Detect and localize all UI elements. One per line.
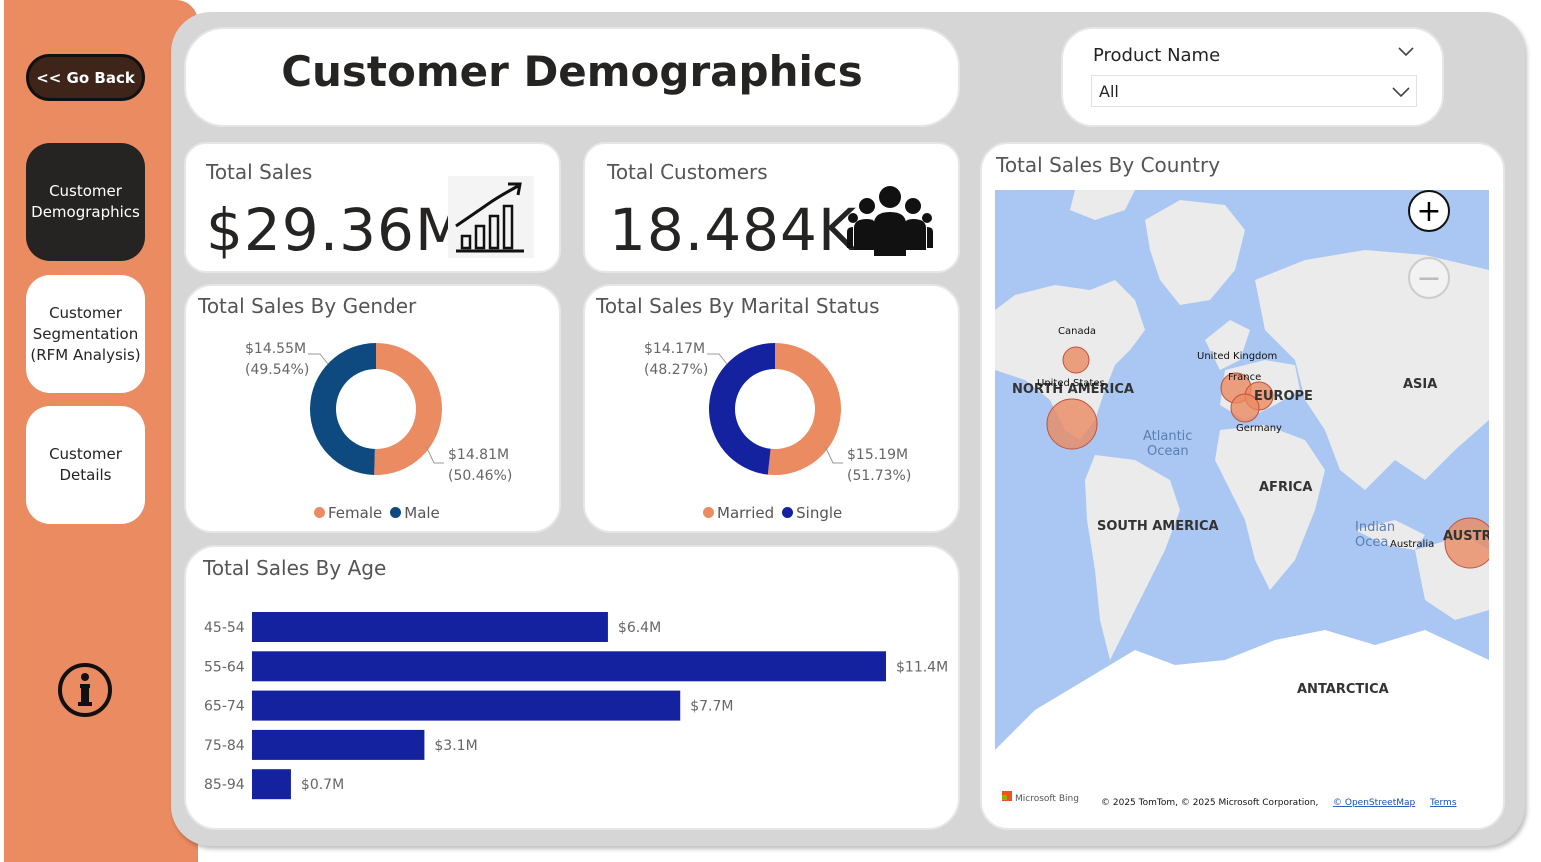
nav-customer-segmentation[interactable]: Customer Segmentation (RFM Analysis)	[26, 275, 145, 393]
bing-logo: Microsoft Bing	[1015, 794, 1079, 804]
people-group-icon	[847, 186, 933, 256]
data-label: $14.55M	[245, 341, 306, 357]
gender-donut-chart: $14.81M (50.46%) $14.55M (49.54%)	[245, 341, 512, 484]
chevron-down-icon	[1392, 87, 1410, 98]
zoom-in-button[interactable]: +	[1408, 190, 1450, 232]
page-title: Customer Demographics	[281, 47, 863, 96]
zoom-out-button[interactable]: −	[1408, 257, 1450, 299]
go-back-button[interactable]: << Go Back	[26, 54, 145, 101]
donut-slice-single[interactable]	[709, 343, 775, 475]
bar-75-84[interactable]	[252, 729, 425, 760]
chart-title: Total Sales By Country	[996, 153, 1221, 177]
product-slicer: Product Name All	[1061, 27, 1444, 127]
gender-chart-card: Total Sales By Gender $14.81M (50.46%) $14…	[184, 284, 561, 533]
world-map[interactable]: NORTH AMERICA EUROPE ASIA AFRICA SOUTH A…	[995, 190, 1489, 814]
slicer-label: Product Name	[1093, 45, 1221, 66]
map-canvas: NORTH AMERICA EUROPE ASIA AFRICA SOUTH A…	[995, 190, 1489, 814]
data-label: $0.7M	[301, 777, 344, 793]
legend-item-female[interactable]: Female	[314, 504, 382, 522]
bar-45-54[interactable]	[252, 612, 608, 642]
kpi-total-sales: Total Sales $29.36M	[184, 142, 561, 273]
country-label: United Kingdom	[1197, 351, 1277, 362]
category-label: 55-64	[204, 659, 245, 675]
marital-donut-chart: $15.19M (51.73%) $14.17M (48.27%)	[644, 341, 911, 484]
country-label: United States	[1037, 378, 1105, 389]
bar-55-64[interactable]	[252, 651, 886, 682]
category-label: 85-94	[204, 777, 245, 793]
bar-85-94[interactable]	[252, 769, 291, 800]
donut-slice-female[interactable]	[374, 343, 442, 475]
osm-link[interactable]: © OpenStreetMap	[1333, 798, 1416, 808]
chart-legend: Female Male	[314, 504, 440, 522]
legend-item-male[interactable]: Male	[390, 504, 440, 522]
marital-chart-card: Total Sales By Marital Status $15.19M (51…	[583, 284, 960, 533]
leader-line	[308, 353, 329, 365]
kpi-total-customers: Total Customers 18.484K	[583, 142, 960, 273]
legend-item-single[interactable]: Single	[782, 504, 842, 522]
map-attribution: © 2025 TomTom, © 2025 Microsoft Corporat…	[1101, 798, 1318, 808]
age-chart-card: Total Sales By Age 45-54 $6.4M 55-64 $11.4M…	[184, 545, 960, 830]
category-label: 65-74	[204, 699, 245, 715]
region-label: NORTH AMERICA	[1012, 382, 1134, 397]
bubble-australia[interactable]	[1444, 517, 1489, 569]
region-label: ASIA	[1403, 377, 1437, 392]
ocean-label: Ocea	[1355, 535, 1388, 550]
data-label: $11.4M	[896, 659, 948, 675]
data-label: $15.19M	[847, 447, 908, 463]
chart-legend: Married Single	[703, 504, 842, 522]
product-dropdown[interactable]: All	[1091, 75, 1417, 107]
data-label: $6.4M	[618, 620, 661, 636]
kpi-value: 18.484K	[609, 196, 857, 264]
terms-link[interactable]: Terms	[1429, 798, 1457, 808]
data-label: $7.7M	[690, 699, 733, 715]
donut-slice-male[interactable]	[309, 343, 376, 475]
region-label: ANTARCTICA	[1297, 682, 1389, 697]
data-label: $3.1M	[434, 738, 477, 754]
title-card: Customer Demographics	[184, 27, 960, 127]
data-label-percent: (48.27%)	[644, 362, 708, 378]
country-label: France	[1228, 372, 1261, 383]
bar-65-74[interactable]	[252, 690, 681, 721]
chart-title: Total Sales By Age	[203, 556, 387, 580]
data-label-percent: (49.54%)	[245, 362, 309, 378]
ocean-label: Ocean	[1147, 444, 1189, 459]
country-label: Australia	[1390, 539, 1434, 550]
info-icon[interactable]	[57, 662, 113, 718]
data-label-percent: (50.46%)	[448, 468, 512, 484]
data-label: $14.81M	[448, 447, 509, 463]
leader-line	[707, 353, 728, 365]
bubble-germany[interactable]	[1230, 393, 1260, 423]
region-label: AFRICA	[1259, 480, 1312, 495]
bubble-canada[interactable]	[1062, 346, 1090, 374]
kpi-title: Total Sales	[206, 160, 313, 184]
leader-line	[824, 445, 843, 464]
ocean-label: Atlantic	[1143, 429, 1192, 444]
region-label: SOUTH AMERICA	[1097, 519, 1219, 534]
leader-line	[425, 445, 444, 464]
kpi-value: $29.36M	[206, 196, 466, 264]
age-bar-chart: 45-54 $6.4M 55-64 $11.4M 65-74 $7.7M 75-84 $3.1…	[204, 612, 948, 800]
legend-item-married[interactable]: Married	[703, 504, 774, 522]
region-label: EUROPE	[1254, 389, 1313, 404]
growth-chart-icon	[448, 176, 534, 258]
chart-title: Total Sales By Gender	[198, 294, 417, 318]
category-label: 45-54	[204, 620, 245, 636]
dropdown-value: All	[1099, 82, 1119, 101]
country-label: Germany	[1236, 423, 1282, 434]
chevron-down-icon[interactable]	[1398, 45, 1414, 57]
data-label: $14.17M	[644, 341, 705, 357]
donut-slice-married[interactable]	[767, 343, 842, 475]
country-label: Canada	[1058, 326, 1096, 337]
chart-title: Total Sales By Marital Status	[596, 294, 880, 318]
nav-customer-demographics[interactable]: Customer Demographics	[26, 143, 145, 261]
bubble-united-states[interactable]	[1046, 398, 1098, 450]
ocean-label: Indian	[1355, 520, 1395, 535]
kpi-title: Total Customers	[607, 160, 768, 184]
data-label-percent: (51.73%)	[847, 468, 911, 484]
nav-customer-details[interactable]: Customer Details	[26, 406, 145, 524]
category-label: 75-84	[204, 738, 245, 754]
